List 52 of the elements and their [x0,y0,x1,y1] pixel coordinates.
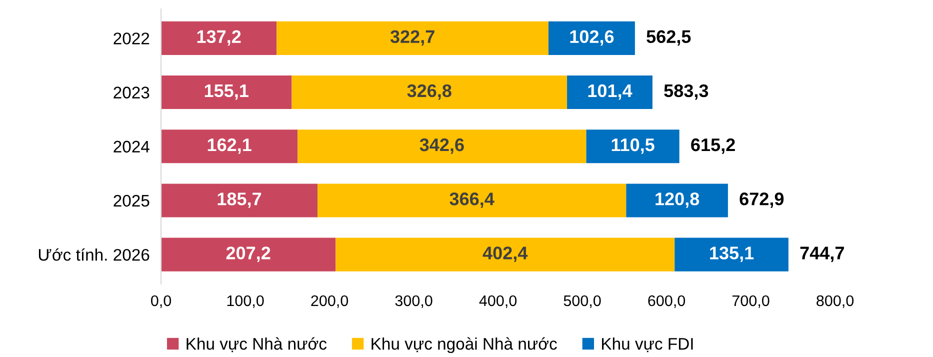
x-tick-label: 400,0 [479,295,517,308]
total-label: 615,2 [691,138,735,154]
data-label: 120,8 [656,192,700,208]
bar [674,238,788,272]
x-tick-label: 700,0 [732,295,770,308]
bar [626,184,728,218]
bar [336,238,675,272]
data-label: 185,7 [218,192,262,208]
bar [548,21,635,55]
legend-label: Khu vực FDI [602,337,693,352]
bar [298,130,586,164]
bar [161,238,336,272]
bar [161,130,298,164]
data-label: 322,7 [390,30,434,46]
total-label: 672,9 [740,192,784,208]
data-label: 135,1 [710,246,754,262]
y-tick-label: 2023 [114,86,150,98]
bar [161,21,277,55]
bar [161,76,292,110]
x-tick-label: 500,0 [564,295,601,308]
bar [292,76,568,110]
data-label: 101,4 [588,84,632,100]
y-tick-label: 2022 [114,32,150,44]
x-tick-label: 0,0 [151,295,172,308]
data-label: 342,6 [420,138,464,154]
data-label: 207,2 [226,246,270,262]
data-label: 110,5 [612,138,654,154]
data-label: 155,1 [204,84,248,100]
data-label: 326,8 [407,84,452,100]
x-tick-label: 200,0 [311,295,348,308]
data-label: 366,4 [450,192,494,208]
data-label: 162,1 [208,138,252,154]
total-label: 583,3 [664,84,708,100]
bar [317,184,626,218]
y-tick-label: 2024 [114,140,150,153]
bar [276,21,548,55]
x-tick-label: 300,0 [395,295,432,308]
data-label: 137,2 [197,30,241,46]
x-tick-label: 600,0 [648,295,686,308]
y-tick-label: 2025 [114,194,150,207]
data-label: 402,4 [482,246,528,262]
bar [567,76,652,110]
y-tick-label: Ước tính. 2026 [38,248,150,261]
bar [161,184,318,218]
data-label: 102,6 [570,30,614,46]
bar [586,130,680,164]
legend-label: Khu vực Nhà nước [186,337,327,352]
x-tick-label: 800,0 [816,295,854,308]
total-label: 562,5 [646,30,691,46]
x-tick-label: 100,0 [227,295,264,308]
legend-label: Khu vực ngoài Nhà nước [372,337,557,354]
total-label: 744,7 [800,246,844,262]
